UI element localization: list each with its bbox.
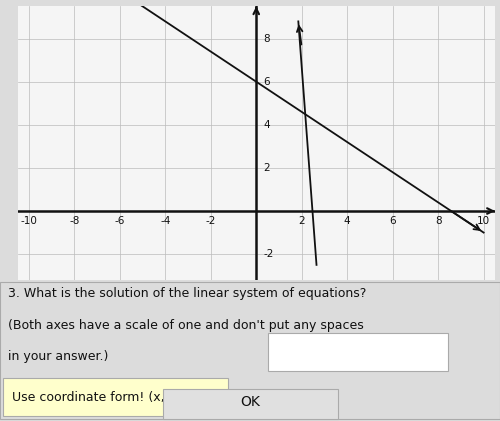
Text: 4: 4 — [344, 216, 350, 226]
Text: -10: -10 — [20, 216, 38, 226]
Text: 8: 8 — [263, 34, 270, 44]
Text: -2: -2 — [206, 216, 216, 226]
Text: 2: 2 — [263, 163, 270, 173]
Text: 6: 6 — [390, 216, 396, 226]
Text: 2: 2 — [298, 216, 305, 226]
Text: 6: 6 — [263, 77, 270, 87]
Text: Use coordinate form! (x,y): Use coordinate form! (x,y) — [12, 391, 177, 403]
Text: 4: 4 — [263, 120, 270, 130]
FancyBboxPatch shape — [162, 389, 338, 419]
Text: -4: -4 — [160, 216, 170, 226]
Text: 8: 8 — [435, 216, 442, 226]
Text: -2: -2 — [263, 249, 274, 259]
Text: -6: -6 — [114, 216, 125, 226]
Text: OK: OK — [240, 395, 260, 409]
Text: (Both axes have a scale of one and don't put any spaces: (Both axes have a scale of one and don't… — [8, 320, 363, 333]
Text: in your answer.): in your answer.) — [8, 350, 108, 363]
FancyBboxPatch shape — [2, 378, 228, 416]
Text: 3. What is the solution of the linear system of equations?: 3. What is the solution of the linear sy… — [8, 287, 366, 300]
Text: 10: 10 — [477, 216, 490, 226]
FancyBboxPatch shape — [268, 333, 448, 371]
Text: -8: -8 — [69, 216, 80, 226]
